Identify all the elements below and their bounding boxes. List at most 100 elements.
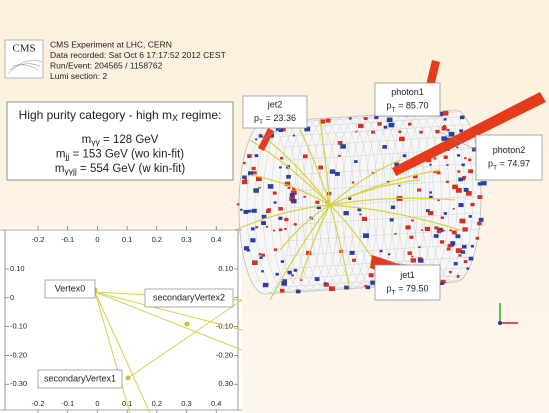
axis-z	[498, 321, 502, 325]
hit	[315, 201, 319, 204]
hit	[442, 127, 447, 131]
hit	[251, 227, 255, 230]
hit	[358, 208, 362, 211]
hit	[330, 169, 335, 173]
hit	[453, 208, 455, 210]
tick-label: 0.2	[152, 399, 162, 408]
hit	[477, 195, 482, 199]
hit	[363, 233, 369, 238]
hit	[447, 247, 451, 250]
hit	[461, 250, 465, 253]
hit	[456, 146, 458, 148]
hit	[417, 188, 421, 191]
object-name: jet1	[399, 270, 415, 280]
hit	[293, 135, 295, 137]
hit	[462, 164, 465, 167]
hit	[273, 230, 275, 232]
hit	[329, 286, 335, 291]
hit	[338, 141, 343, 145]
header-line: Data recorded: Sat Oct 6 17:17:52 2012 C…	[50, 50, 226, 60]
hit	[255, 138, 257, 140]
hit	[426, 209, 430, 212]
hit	[261, 254, 265, 257]
hit	[354, 160, 358, 163]
object-name: photon2	[493, 145, 526, 155]
tick-label: 0	[95, 399, 99, 408]
object-name: photon1	[391, 87, 424, 97]
hit	[444, 156, 448, 159]
hit	[447, 129, 450, 131]
hit	[429, 191, 432, 193]
hit	[315, 277, 320, 281]
hit	[261, 221, 266, 225]
hit	[294, 269, 297, 272]
hit	[284, 218, 288, 221]
label: mjj = 153 GeV (wo kin-fit)	[56, 149, 184, 162]
hit	[303, 196, 305, 198]
hit	[248, 210, 252, 213]
hit	[411, 258, 416, 262]
vertex	[185, 322, 190, 327]
hit	[350, 251, 355, 255]
hit	[237, 203, 240, 205]
text-part: = 23.36	[263, 113, 296, 123]
hit	[466, 267, 469, 269]
hit	[457, 275, 460, 277]
hit	[259, 256, 262, 259]
hit	[468, 169, 473, 173]
hit	[437, 230, 441, 233]
hit	[464, 188, 469, 192]
header-line: CMS Experiment at LHC, CERN	[50, 39, 172, 49]
hit	[388, 253, 390, 255]
hit	[364, 285, 367, 287]
hit	[371, 131, 375, 134]
hit	[352, 259, 356, 262]
hit	[434, 157, 437, 159]
tick-label: -0.2	[32, 235, 45, 244]
hit	[240, 209, 242, 211]
hit	[243, 210, 248, 214]
hit	[286, 175, 291, 179]
hit	[283, 129, 285, 131]
hit	[428, 212, 431, 214]
label: High purity category - high mX regime:	[19, 108, 222, 123]
hit	[364, 117, 368, 120]
hit	[335, 172, 340, 176]
hit	[369, 273, 374, 277]
hit	[259, 253, 262, 255]
hit	[405, 225, 410, 229]
hit	[476, 237, 480, 240]
hit	[458, 178, 463, 182]
tick-label: 0.1	[122, 235, 132, 244]
tick-label: 0.3	[181, 399, 191, 408]
hit	[446, 164, 448, 166]
tick-label: -0.2	[32, 399, 45, 408]
hit	[288, 187, 291, 189]
hit	[418, 246, 420, 248]
hit	[274, 248, 277, 251]
hit	[252, 167, 256, 170]
hit	[398, 131, 401, 133]
text-part: High purity category - high m	[19, 108, 172, 122]
hit	[244, 181, 247, 183]
vertex-label: secondaryVertex1	[44, 373, 116, 383]
hit	[344, 286, 349, 290]
tick-label: 0.4	[211, 235, 221, 244]
text-part: m	[55, 163, 65, 175]
hit	[481, 181, 486, 185]
tick-label: 0.10	[218, 264, 233, 273]
hit	[290, 193, 295, 197]
hit	[273, 192, 277, 195]
hit	[266, 226, 268, 228]
hit	[279, 166, 282, 168]
tick-label: 0.30	[218, 379, 233, 388]
hit	[418, 258, 423, 262]
hit	[462, 245, 467, 249]
hit	[355, 131, 357, 133]
hit	[253, 171, 257, 174]
hit	[444, 212, 447, 215]
hit	[459, 219, 465, 224]
hit	[468, 159, 471, 162]
hit	[377, 122, 381, 125]
tick-label: 0.2	[152, 235, 162, 244]
